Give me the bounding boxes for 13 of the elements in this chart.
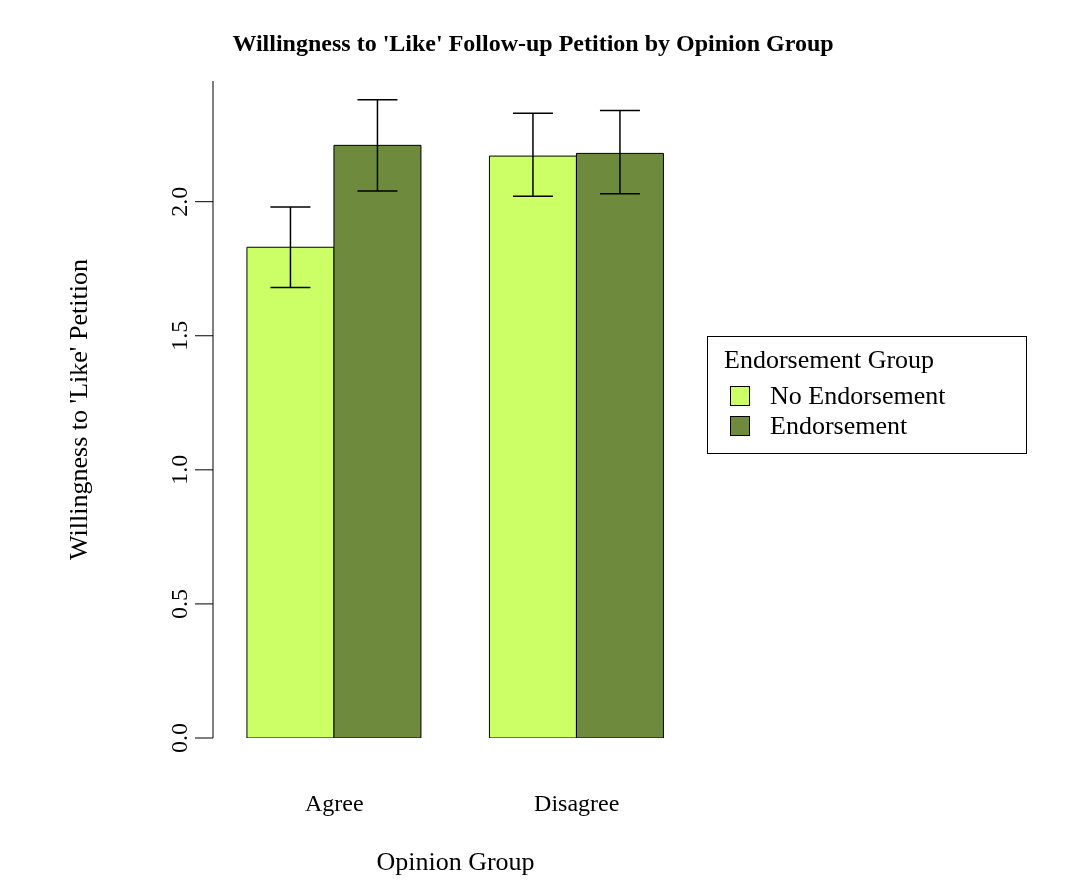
y-tick-label: 1.0 [166, 454, 192, 485]
legend-title: Endorsement Group [724, 345, 936, 375]
legend-label: Endorsement [770, 411, 908, 441]
x-tick-label: Agree [304, 790, 364, 817]
x-tick-label: Disagree [534, 790, 620, 817]
legend-label: No Endorsement [770, 381, 946, 411]
x-axis-title: Opinion Group [376, 847, 535, 876]
y-tick-label: 0.5 [166, 588, 192, 619]
y-tick-label: 0.0 [166, 723, 192, 753]
y-axis-title: Willingness to 'Like' Petition [64, 259, 94, 560]
y-tick-label: 2.0 [166, 186, 192, 217]
y-tick-label: 1.5 [166, 320, 192, 351]
chart-title: Willingness to 'Like' Follow-up Petition by Opinion Group [231, 30, 835, 57]
